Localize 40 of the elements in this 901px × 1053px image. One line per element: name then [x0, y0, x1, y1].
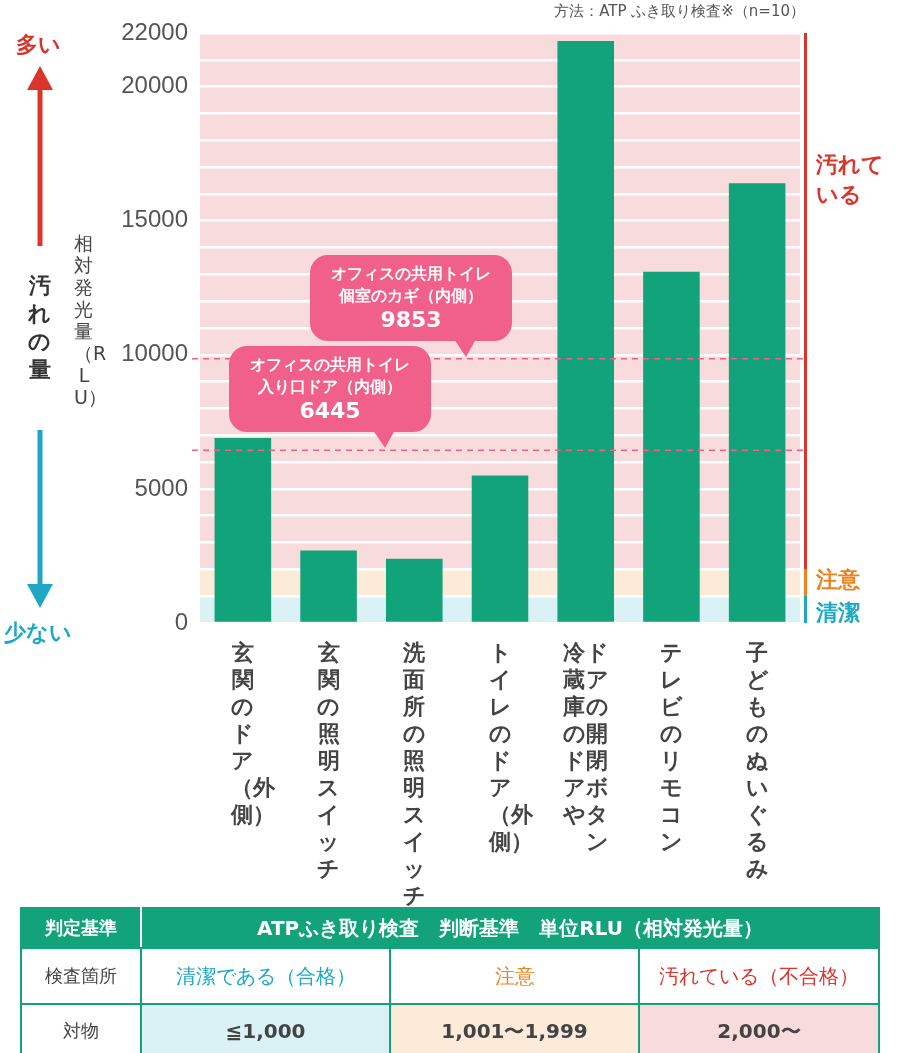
text: 少ない — [4, 619, 72, 647]
text: 汚れの量 — [28, 272, 52, 384]
bar — [300, 550, 357, 622]
y-tick-label: 10000 — [121, 339, 188, 367]
text: 対物 — [21, 1004, 141, 1053]
x-tick-label: 玄関のドア（外側） — [231, 639, 276, 828]
y-axis-title: 相対発光量（RLU） — [74, 232, 107, 408]
ref-line-label: オフィスの共用トイレ個室のカギ（内側）9853 — [330, 262, 492, 333]
category-label: 子どものぬいぐるみ — [745, 640, 769, 881]
text: 汚れている（不合格） — [639, 948, 879, 1004]
text: ATPふき取り検査 判断基準 単位RLU（相対発光量） — [141, 908, 879, 948]
y-tick-label: 0 — [174, 607, 188, 635]
category-label: 洗面所の照明スイッチ — [402, 640, 426, 908]
bar — [471, 475, 529, 622]
category-label: 玄関の照明スイッチ — [317, 640, 341, 881]
x-tick-label: テレビのリモコン — [659, 639, 684, 855]
bar — [386, 558, 443, 622]
bar — [557, 41, 614, 622]
band-label: 清潔 — [815, 599, 860, 625]
band-label: 汚れている — [815, 152, 884, 208]
bar — [643, 271, 700, 622]
text: ≦1,000 — [141, 1004, 390, 1053]
category-label: 冷蔵庫のドアやドアの開閉ボタン — [562, 640, 609, 854]
text: 方法：ATP ふき取り検査※（n=10） — [554, 2, 805, 21]
bar — [728, 183, 786, 622]
text: 多い — [16, 31, 61, 59]
ref-line-label: オフィスの共用トイレ入り口ドア（内側）6445 — [249, 354, 411, 425]
text: 2,000〜 — [639, 1004, 879, 1053]
band-label: 注意 — [815, 566, 861, 592]
y-tick-label: 20000 — [121, 71, 188, 99]
y-tick-label: 22000 — [121, 17, 188, 45]
bar — [214, 437, 272, 622]
y-tick-label: 15000 — [121, 205, 188, 233]
text: 注意 — [390, 948, 639, 1004]
text: 清潔である（合格） — [141, 948, 390, 1004]
text: 判定基準 — [21, 908, 141, 948]
y-tick-label: 5000 — [134, 473, 188, 501]
x-tick-label: トイレのドア（外側） — [488, 639, 533, 855]
text: 検査箇所 — [21, 948, 141, 1004]
text: 1,001〜1,999 — [390, 1004, 639, 1053]
